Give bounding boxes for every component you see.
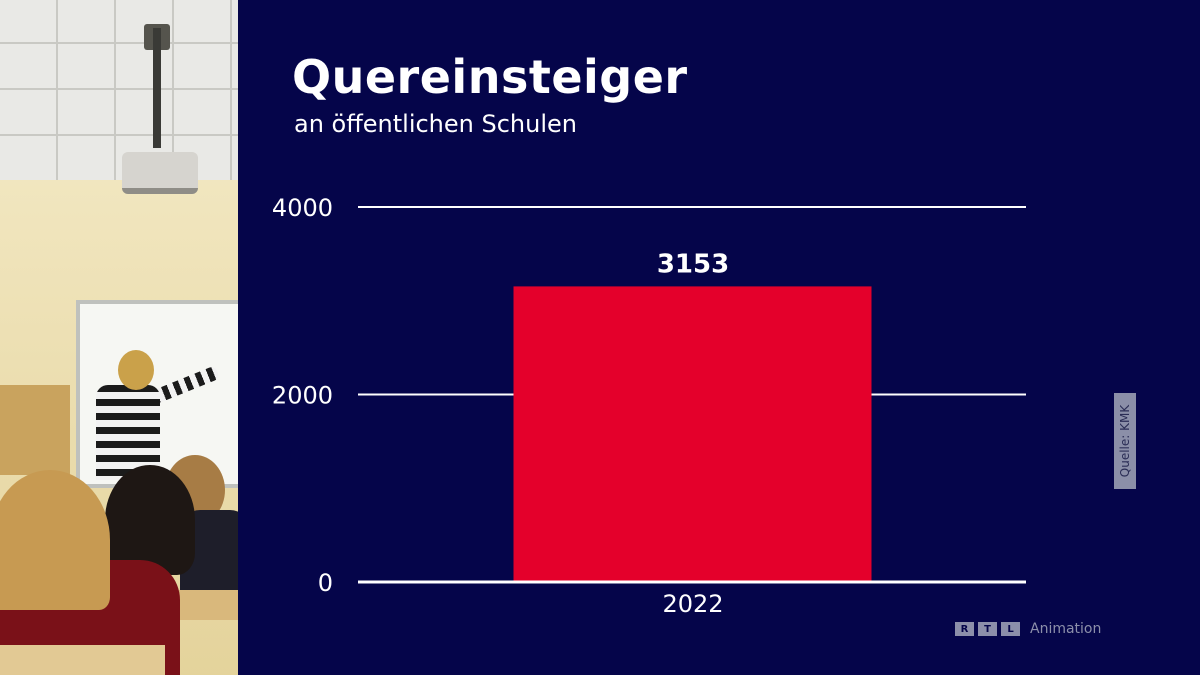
x-tick-label: 2022 (662, 590, 723, 618)
chart-subtitle: an öffentlichen Schulen (294, 110, 577, 138)
source-text: Quelle: KMK (1118, 404, 1132, 478)
source-label: Quelle: KMK (1114, 393, 1136, 489)
brand-text: Animation (1030, 621, 1102, 637)
logo-letter-l: L (1001, 622, 1020, 636)
classroom-photo (0, 0, 238, 675)
data-label: 3153 (657, 249, 729, 279)
branding: R T L Animation (955, 621, 1101, 637)
y-tick-label: 4000 (272, 194, 333, 222)
y-tick-label: 2000 (272, 382, 333, 410)
logo-letter-t: T (978, 622, 997, 636)
chart-title: Quereinsteiger (292, 50, 688, 104)
y-tick-label: 0 (318, 569, 333, 597)
logo-letter-r: R (955, 622, 974, 636)
bar (513, 286, 872, 581)
